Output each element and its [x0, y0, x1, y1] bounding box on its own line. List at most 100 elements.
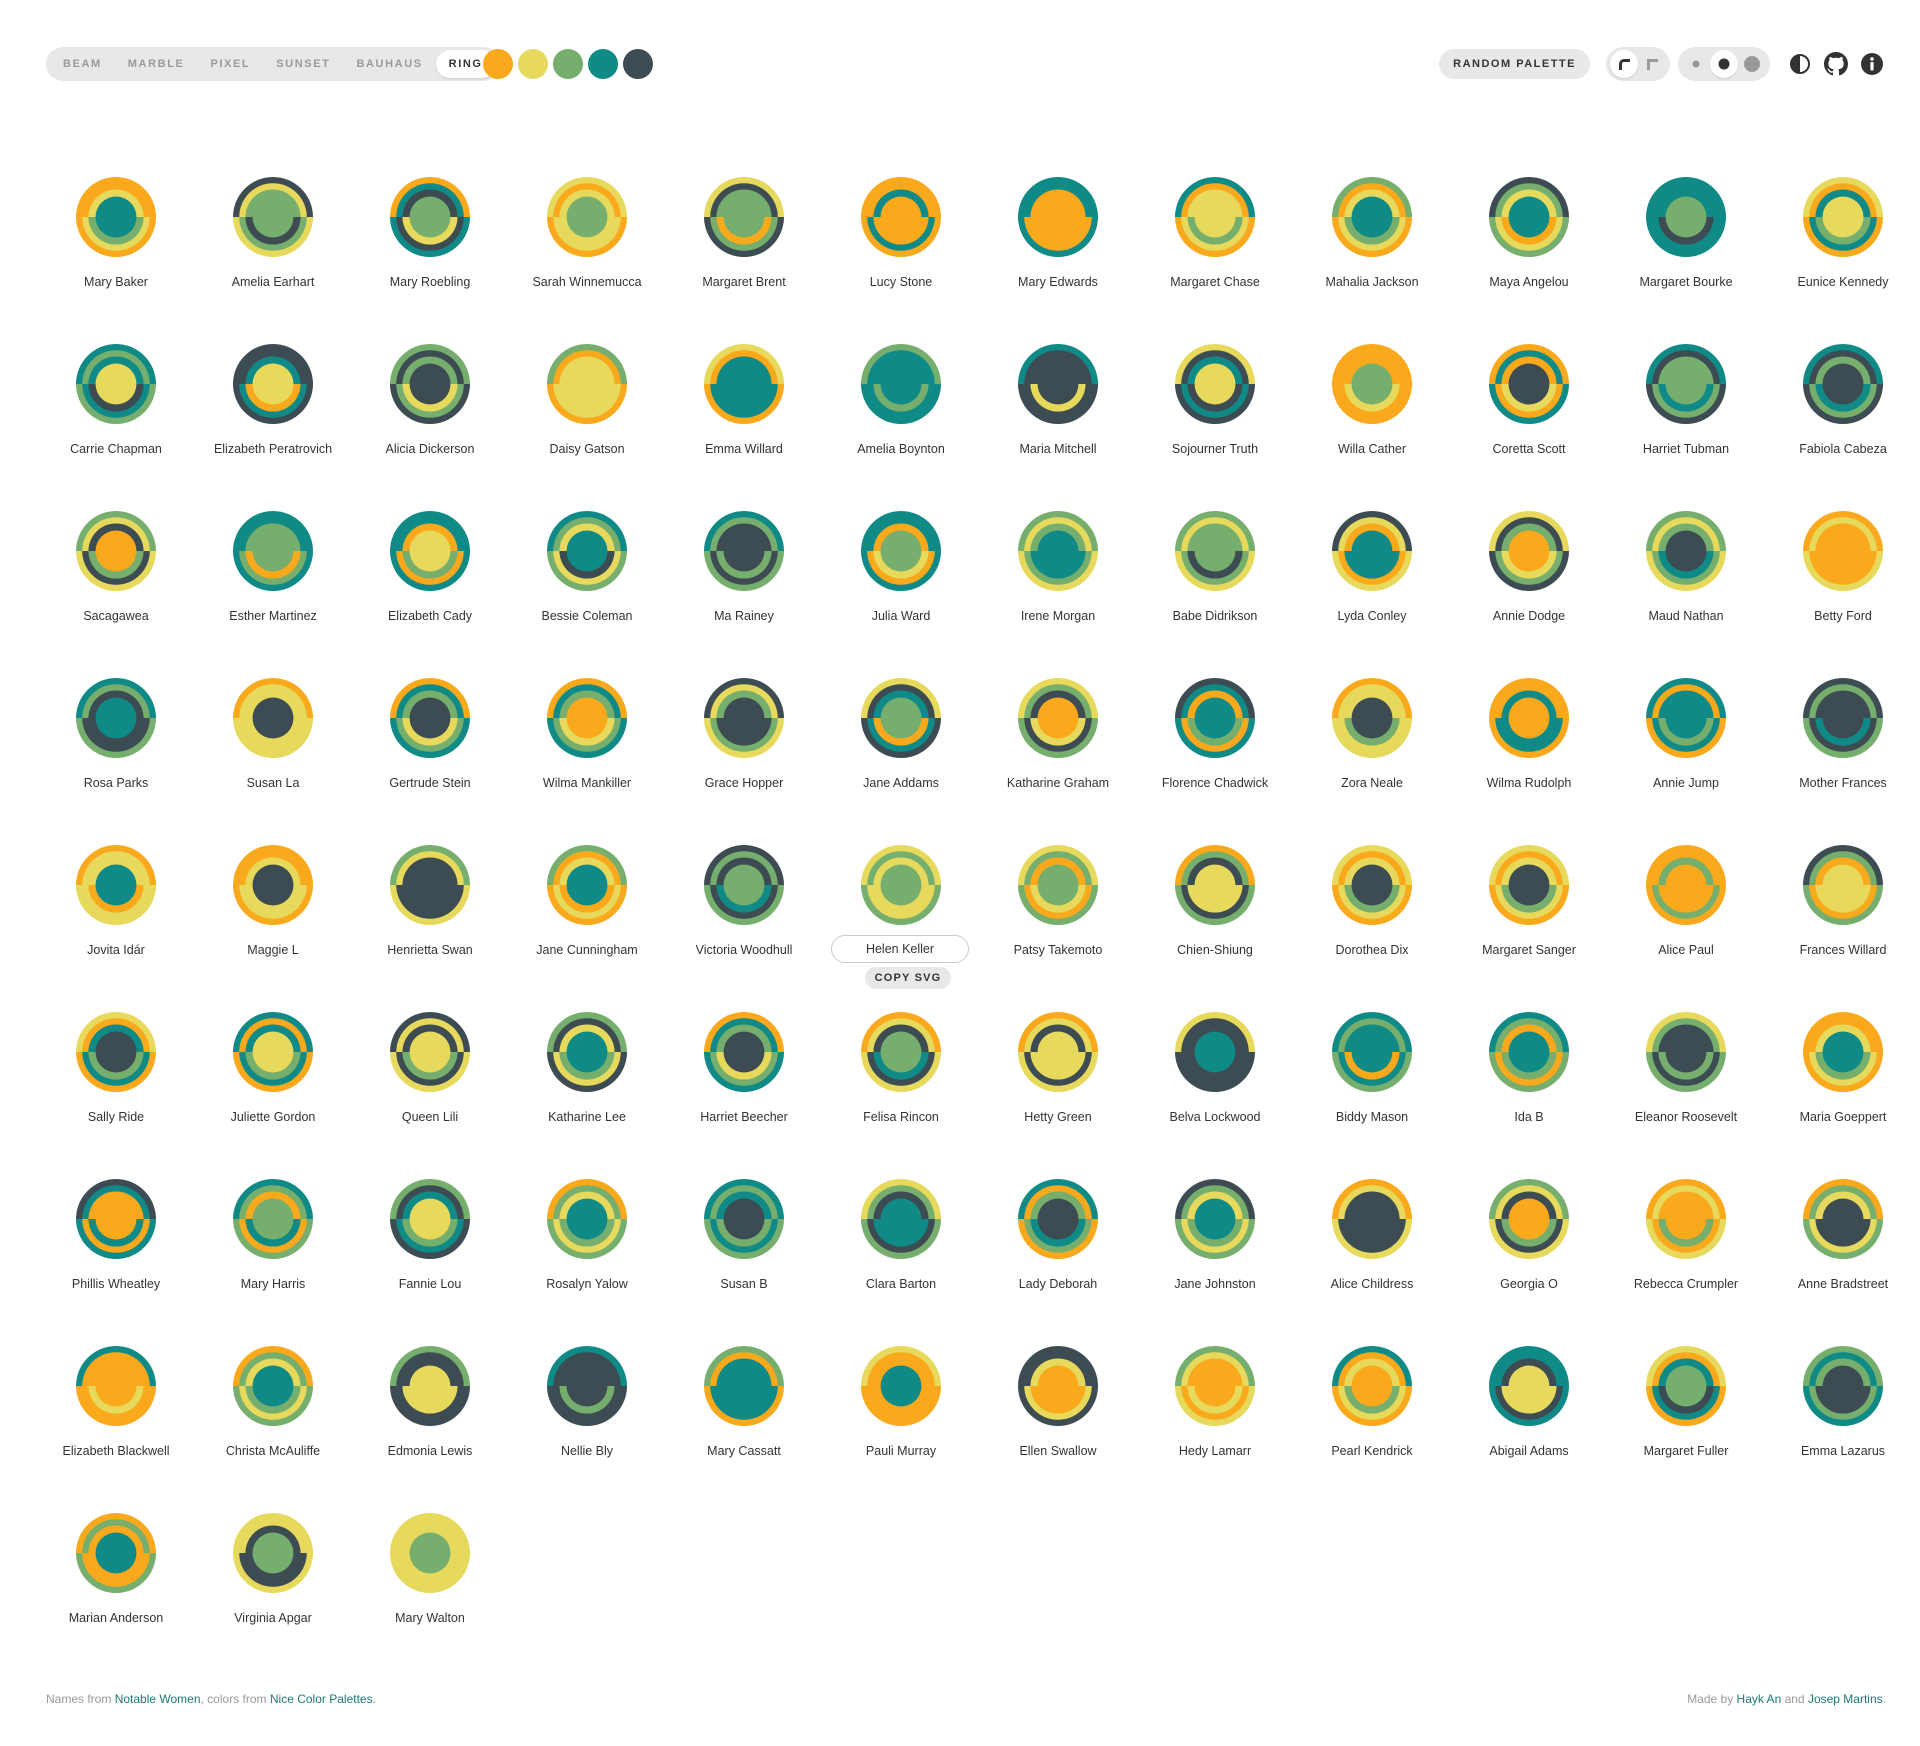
avatar-card[interactable]: Mother Frances	[1765, 678, 1920, 790]
avatar-card[interactable]: Wilma Mankiller	[509, 678, 665, 790]
avatar-card[interactable]: Maya Angelou	[1451, 177, 1607, 289]
josep-martins-link[interactable]: Josep Martins	[1807, 1692, 1883, 1706]
avatar-card[interactable]: Elizabeth Peratrovich	[195, 344, 351, 456]
palette-swatch[interactable]	[518, 49, 548, 79]
avatar-card[interactable]: Katharine Lee	[509, 1012, 665, 1124]
avatar-card[interactable]: Sarah Winnemucca	[509, 177, 665, 289]
avatar-card[interactable]: Annie Dodge	[1451, 511, 1607, 623]
nice-color-palettes-link[interactable]: Nice Color Palettes	[269, 1692, 373, 1706]
avatar-card[interactable]: Katharine Graham	[980, 678, 1136, 790]
avatar-card[interactable]: Jane Cunningham	[509, 845, 665, 957]
palette-swatch[interactable]	[623, 49, 653, 79]
avatar-card[interactable]: Rosalyn Yalow	[509, 1179, 665, 1291]
github-icon[interactable]	[1822, 50, 1850, 78]
avatar-card[interactable]: Jovita Idár	[38, 845, 194, 957]
avatar-card[interactable]: Biddy Mason	[1294, 1012, 1450, 1124]
avatar-card[interactable]: Henrietta Swan	[352, 845, 508, 957]
rounded-corner-icon[interactable]	[1610, 50, 1638, 78]
avatar-card[interactable]: Irene Morgan	[980, 511, 1136, 623]
avatar-card[interactable]: Maud Nathan	[1608, 511, 1764, 623]
avatar-card[interactable]: Lyda Conley	[1294, 511, 1450, 623]
medium-dot-icon[interactable]	[1710, 50, 1738, 78]
avatar-card[interactable]: Sojourner Truth	[1137, 344, 1293, 456]
avatar-card[interactable]: Georgia O	[1451, 1179, 1607, 1291]
avatar-card[interactable]: Susan B	[666, 1179, 822, 1291]
avatar-card[interactable]: Mary Walton	[352, 1513, 508, 1625]
avatar-card[interactable]: Mary Baker	[38, 177, 194, 289]
avatar-card[interactable]: Emma Willard	[666, 344, 822, 456]
avatar-card[interactable]: Willa Cather	[1294, 344, 1450, 456]
avatar-card[interactable]: Mary Edwards	[980, 177, 1136, 289]
avatar-card[interactable]: Sacagawea	[38, 511, 194, 623]
avatar-card[interactable]: Margaret Fuller	[1608, 1346, 1764, 1458]
avatar-card[interactable]: Hetty Green	[980, 1012, 1136, 1124]
avatar-card[interactable]: Fabiola Cabeza	[1765, 344, 1920, 456]
large-dot-icon[interactable]	[1738, 50, 1766, 78]
avatar-card[interactable]: Daisy Gatson	[509, 344, 665, 456]
variant-tab-beam[interactable]: BEAM	[63, 58, 102, 70]
avatar-card[interactable]: Lady Deborah	[980, 1179, 1136, 1291]
avatar-card[interactable]: Coretta Scott	[1451, 344, 1607, 456]
avatar-card[interactable]: Margaret Bourke	[1608, 177, 1764, 289]
variant-tab-sunset[interactable]: SUNSET	[276, 58, 331, 70]
avatar-card[interactable]: Marian Anderson	[38, 1513, 194, 1625]
avatar-card[interactable]: Mary Roebling	[352, 177, 508, 289]
avatar-card[interactable]: Lucy Stone	[823, 177, 979, 289]
avatar-card[interactable]: Susan La	[195, 678, 351, 790]
avatar-card[interactable]: Elizabeth Blackwell	[38, 1346, 194, 1458]
avatar-card[interactable]: Frances Willard	[1765, 845, 1920, 957]
avatar-card[interactable]: Margaret Chase	[1137, 177, 1293, 289]
avatar-card[interactable]: Eleanor Roosevelt	[1608, 1012, 1764, 1124]
avatar-card[interactable]: Margaret Brent	[666, 177, 822, 289]
avatar-card[interactable]: Phillis Wheatley	[38, 1179, 194, 1291]
avatar-card[interactable]: Bessie Coleman	[509, 511, 665, 623]
avatar-card[interactable]: Margaret Sanger	[1451, 845, 1607, 957]
avatar-card[interactable]: Emma Lazarus	[1765, 1346, 1920, 1458]
avatar-card[interactable]: Victoria Woodhull	[666, 845, 822, 957]
avatar-card[interactable]: Harriet Beecher	[666, 1012, 822, 1124]
contrast-icon[interactable]	[1786, 50, 1814, 78]
avatar-card[interactable]: Edmonia Lewis	[352, 1346, 508, 1458]
avatar-card[interactable]: Dorothea Dix	[1294, 845, 1450, 957]
avatar-card[interactable]: Patsy Takemoto	[980, 845, 1136, 957]
avatar-card[interactable]: Mary Harris	[195, 1179, 351, 1291]
avatar-name[interactable]: Helen Keller	[831, 935, 969, 963]
avatar-card[interactable]: Felisa Rincon	[823, 1012, 979, 1124]
avatar-card[interactable]: Esther Martinez	[195, 511, 351, 623]
avatar-card[interactable]: Betty Ford	[1765, 511, 1920, 623]
avatar-card[interactable]: Eunice Kennedy	[1765, 177, 1920, 289]
hayk-an-link[interactable]: Hayk An	[1736, 1692, 1782, 1706]
avatar-card[interactable]: Abigail Adams	[1451, 1346, 1607, 1458]
square-corner-icon[interactable]	[1638, 50, 1666, 78]
random-palette-button[interactable]: RANDOM PALETTE	[1439, 49, 1590, 79]
avatar-card[interactable]: Virginia Apgar	[195, 1513, 351, 1625]
palette-swatch[interactable]	[588, 49, 618, 79]
avatar-card[interactable]: Mary Cassatt	[666, 1346, 822, 1458]
avatar-card[interactable]: Amelia Boynton	[823, 344, 979, 456]
avatar-card[interactable]: Alice Paul	[1608, 845, 1764, 957]
avatar-card[interactable]: Belva Lockwood	[1137, 1012, 1293, 1124]
avatar-card[interactable]: Jane Addams	[823, 678, 979, 790]
avatar-card[interactable]: Maria Goeppert	[1765, 1012, 1920, 1124]
avatar-card[interactable]: Ida B	[1451, 1012, 1607, 1124]
variant-tab-marble[interactable]: MARBLE	[127, 58, 185, 70]
avatar-card[interactable]: Helen Keller COPY SVG	[823, 845, 979, 989]
avatar-card[interactable]: Chien-Shiung	[1137, 845, 1293, 957]
avatar-card[interactable]: Maria Mitchell	[980, 344, 1136, 456]
avatar-card[interactable]: Anne Bradstreet	[1765, 1179, 1920, 1291]
avatar-card[interactable]: Wilma Rudolph	[1451, 678, 1607, 790]
avatar-card[interactable]: Florence Chadwick	[1137, 678, 1293, 790]
avatar-card[interactable]: Amelia Earhart	[195, 177, 351, 289]
avatar-card[interactable]: Gertrude Stein	[352, 678, 508, 790]
avatar-card[interactable]: Hedy Lamarr	[1137, 1346, 1293, 1458]
avatar-card[interactable]: Fannie Lou	[352, 1179, 508, 1291]
copy-svg-button[interactable]: COPY SVG	[865, 967, 951, 989]
avatar-card[interactable]: Harriet Tubman	[1608, 344, 1764, 456]
avatar-card[interactable]: Alicia Dickerson	[352, 344, 508, 456]
variant-tab-bauhaus[interactable]: BAUHAUS	[356, 58, 423, 70]
avatar-card[interactable]: Juliette Gordon	[195, 1012, 351, 1124]
avatar-card[interactable]: Ma Rainey	[666, 511, 822, 623]
notable-women-link[interactable]: Notable Women	[114, 1692, 201, 1706]
avatar-card[interactable]: Jane Johnston	[1137, 1179, 1293, 1291]
avatar-card[interactable]: Sally Ride	[38, 1012, 194, 1124]
